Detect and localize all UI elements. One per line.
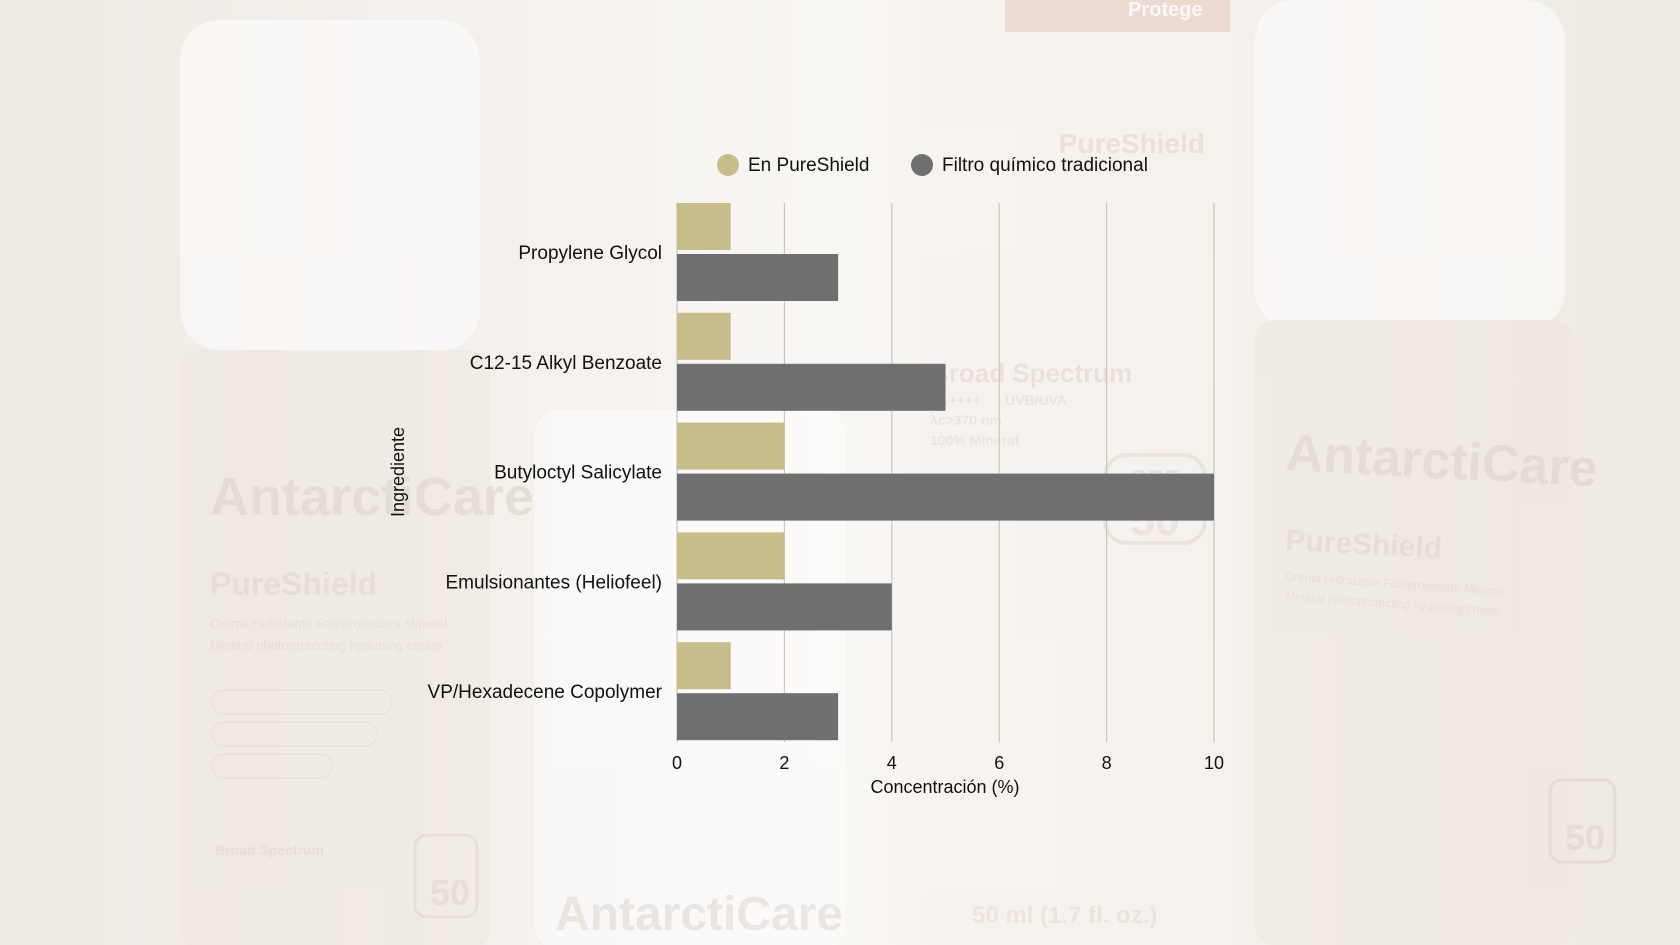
bar-filtro-qu-mico-tradicional-propylene-glycol — [677, 254, 839, 301]
x-axis-title: Concentración (%) — [870, 777, 1019, 797]
bar-en-pureshield-emulsionantes-heliofeel — [677, 532, 785, 580]
box-mineral-text: 100% Mineral — [930, 432, 1019, 448]
right-spf-value: 50 — [1565, 817, 1605, 858]
box-volume-text: 50 ml (1.7 fl. oz.) — [972, 902, 1157, 929]
bars — [677, 203, 1214, 741]
box-lc-text: λc>370 nm — [930, 412, 1002, 428]
left-spectrum-text: Broad Spectrum — [215, 842, 324, 858]
center-box-illustration: Protege PureShield Broad Spectrum PA++++… — [905, 0, 1230, 945]
box-protege-text: Protege — [1128, 0, 1202, 21]
legend-label-en-pureshield: En PureShield — [748, 155, 869, 176]
y-axis-title: Ingrediente — [388, 427, 408, 517]
bar-filtro-qu-mico-tradicional-butyloctyl-salicylate — [677, 473, 1214, 521]
category-label-vp-hexadecene-copolymer: VP/Hexadecene Copolymer — [428, 682, 663, 703]
bar-en-pureshield-propylene-glycol — [677, 203, 731, 250]
right-product-text: PureShield — [1285, 524, 1443, 565]
left-product-text: PureShield — [210, 566, 377, 602]
legend-swatch-en-pureshield — [717, 154, 739, 176]
x-tick-label-0: 0 — [672, 753, 682, 773]
category-label-emulsionantes-heliofeel: Emulsionantes (Heliofeel) — [446, 572, 663, 593]
left-spf-value: 50 — [430, 872, 470, 913]
legend-swatch-filtro-quimico — [911, 154, 933, 176]
left-brand-text: AntarctiCare — [210, 467, 534, 527]
box-spectrum-text: Broad Spectrum — [930, 358, 1132, 388]
x-tick-label-4: 4 — [887, 753, 897, 773]
center-brand-text: AntarctiCare — [555, 888, 843, 941]
box-uv-text: UVB/UVA — [1005, 392, 1067, 408]
category-label-butyloctyl-salicylate: Butyloctyl Salicylate — [494, 463, 662, 484]
bar-filtro-qu-mico-tradicional-emulsionantes-heliofeel — [677, 583, 892, 631]
x-tick-label-6: 6 — [994, 753, 1004, 773]
category-label-propylene-glycol: Propylene Glycol — [518, 243, 662, 264]
bar-en-pureshield-vp-hexadecene-copolymer — [677, 642, 731, 690]
bar-en-pureshield-c12-15-alkyl-benzoate — [677, 312, 731, 360]
category-labels: Propylene Glycol C12-15 Alkyl Benzoate But… — [428, 243, 663, 703]
bar-filtro-qu-mico-tradicional-c12-15-alkyl-benzoate — [677, 363, 946, 411]
right-tube-illustration: AntarctiCare PureShield Crema Hidratante… — [1255, 0, 1617, 945]
left-desc-es: Crema Hidratante Fotoprotectora Mineral — [210, 616, 447, 631]
bar-en-pureshield-butyloctyl-salicylate — [677, 422, 785, 470]
bar-filtro-qu-mico-tradicional-vp-hexadecene-copolymer — [677, 693, 839, 741]
legend-label-filtro-quimico: Filtro químico tradicional — [942, 155, 1148, 176]
category-label-c12-15-alkyl-benzoate: C12-15 Alkyl Benzoate — [470, 353, 662, 374]
x-tick-labels: 0 2 4 6 8 10 — [672, 753, 1224, 773]
x-tick-label-2: 2 — [779, 753, 789, 773]
x-tick-label-10: 10 — [1204, 753, 1224, 773]
x-tick-label-8: 8 — [1102, 753, 1112, 773]
legend: En PureShield Filtro químico tradicional — [717, 154, 1148, 176]
left-desc-en: Mineral photoprotecting hydrating cream — [210, 638, 443, 653]
left-tube-illustration: AntarctiCare PureShield Crema Hidratante… — [180, 20, 534, 945]
box-product-text: PureShield — [1059, 128, 1205, 159]
